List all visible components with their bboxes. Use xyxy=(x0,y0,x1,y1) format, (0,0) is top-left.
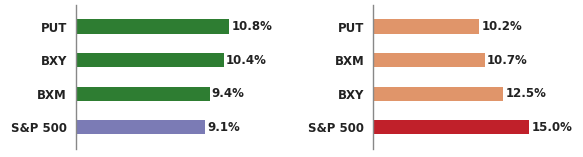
Text: 10.2%: 10.2% xyxy=(482,20,522,33)
Bar xyxy=(374,53,484,67)
Bar xyxy=(76,53,224,67)
Bar xyxy=(76,87,209,101)
Text: 10.8%: 10.8% xyxy=(231,20,272,33)
Text: 15.0%: 15.0% xyxy=(531,121,572,134)
Text: 9.4%: 9.4% xyxy=(212,87,244,100)
Bar xyxy=(374,87,503,101)
Text: 12.5%: 12.5% xyxy=(505,87,546,100)
Bar xyxy=(374,120,529,134)
Bar xyxy=(76,120,205,134)
Text: 10.7%: 10.7% xyxy=(487,54,528,67)
Text: 10.4%: 10.4% xyxy=(226,54,267,67)
Text: 9.1%: 9.1% xyxy=(208,121,240,134)
Bar xyxy=(374,19,479,34)
Bar xyxy=(76,19,230,34)
